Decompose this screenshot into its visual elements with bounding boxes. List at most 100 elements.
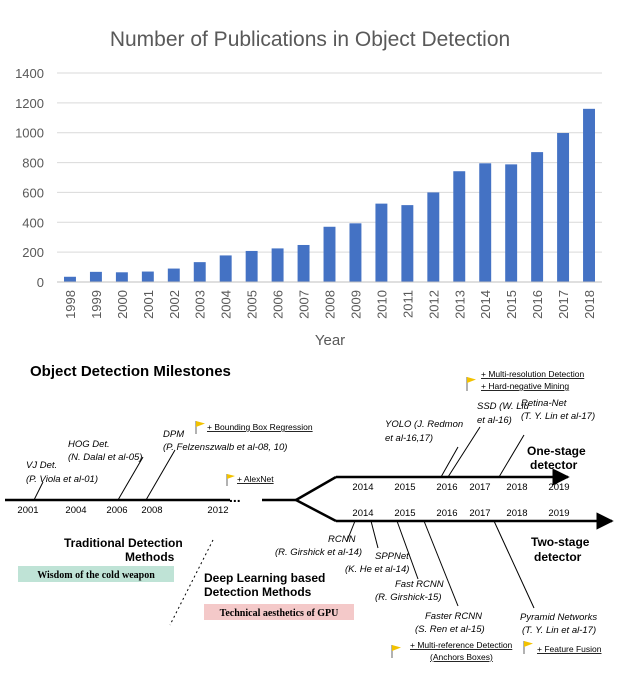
bar (219, 255, 232, 282)
note-anchor-boxes: (Anchors Boxes) (430, 652, 493, 662)
x-tick-label: 2009 (348, 290, 363, 319)
chart-title: Number of Publications in Object Detecti… (110, 28, 510, 51)
fpn-cite: (T. Y. Lin et al-17) (522, 625, 596, 636)
x-tick-label: 2005 (245, 290, 260, 319)
bar (349, 223, 362, 282)
two-stage-label-2: detector (534, 550, 582, 564)
timeline-year-label: 2001 (17, 505, 38, 516)
one-stage-year-label: 2018 (506, 482, 527, 493)
flag-icon (391, 645, 401, 658)
gpu-box-text: Technical aesthetics of GPU (220, 608, 339, 619)
flag-icon (523, 641, 533, 654)
one-stage-year-label: 2015 (394, 482, 415, 493)
rcnn-cite: (R. Girshick et al-14) (275, 547, 362, 558)
era-divider (169, 539, 214, 626)
method-pointer-lines (33, 426, 535, 609)
fpn-name: Pyramid Networks (520, 612, 597, 623)
y-tick-label: 1000 (15, 126, 44, 141)
x-tick-label: 2016 (530, 290, 545, 319)
bar (453, 171, 466, 282)
hog-det-name: HOG Det. (68, 439, 110, 450)
x-tick-label: 2002 (167, 290, 182, 319)
bar (401, 205, 414, 282)
deep-label-1: Deep Learning based (204, 571, 325, 585)
faster-rcnn-cite: (S. Ren et al-15) (415, 624, 485, 635)
y-tick-label: 400 (22, 215, 44, 230)
bar (167, 268, 180, 282)
one-stage-year-label: 2017 (469, 482, 490, 493)
x-tick-label: 2017 (556, 290, 571, 319)
bar (583, 108, 595, 282)
y-tick-label: 600 (22, 185, 44, 200)
note-multi-reference: + Multi-reference Detection (410, 640, 513, 650)
bar (375, 203, 388, 282)
two-stage-year-label: 2019 (548, 508, 569, 519)
x-axis-label: Year (315, 332, 345, 349)
chart-gridlines (57, 72, 602, 253)
bar (427, 192, 440, 282)
y-tick-label: 1200 (15, 96, 44, 111)
y-axis-tick-labels: 0 200 400 600 800 1000 1200 1400 (15, 66, 44, 290)
one-stage-year-labels: 2014 2015 2016 2017 2018 2019 (352, 482, 569, 493)
flag-icon (195, 421, 205, 434)
x-tick-label: 2008 (323, 290, 338, 319)
timeline-year-label: 2012 (207, 505, 228, 516)
dpm-name: DPM (163, 429, 184, 440)
milestones-title: Object Detection Milestones (30, 363, 231, 380)
traditional-year-labels: 2001 2004 2006 2008 2012 (17, 505, 228, 516)
two-stage-year-label: 2017 (469, 508, 490, 519)
bar (271, 248, 284, 282)
one-stage-year-label: 2016 (436, 482, 457, 493)
y-tick-label: 800 (22, 156, 44, 171)
bar (245, 250, 258, 282)
x-tick-label: 1999 (89, 290, 104, 319)
two-stage-year-label: 2015 (394, 508, 415, 519)
y-tick-label: 200 (22, 245, 44, 260)
x-axis-tick-labels: 1998 1999 2000 2001 2002 2003 2004 2005 2006 2007… (63, 290, 597, 319)
traditional-label-1: Traditional Detection (64, 536, 183, 550)
note-bounding-box-regression: + Bounding Box Regression (207, 422, 313, 432)
ssd-name: SSD (W. Liu (477, 401, 530, 412)
bar (479, 163, 492, 282)
dpm-cite: (P. Felzenszwalb et al-08, 10) (163, 442, 287, 453)
two-stage-label-1: Two-stage (531, 535, 590, 549)
one-stage-label-1: One-stage (527, 444, 586, 458)
hog-det-cite: (N. Dalal et al-05) (68, 452, 142, 463)
retina-name: Retina-Net (521, 398, 567, 409)
vj-det-cite: (P. Viola et al-01) (26, 474, 98, 485)
retina-cite: (T. Y. Lin et al-17) (521, 411, 595, 422)
one-stage-label-2: detector (530, 458, 578, 472)
yolo-name: YOLO (J. Redmon (385, 419, 463, 430)
bar (89, 271, 102, 282)
note-multi-resolution: + Multi-resolution Detection (481, 369, 585, 379)
timeline-year-label: 2004 (65, 505, 86, 516)
timeline-year-label: 2006 (106, 505, 127, 516)
traditional-label-2: Methods (125, 550, 175, 564)
x-tick-label: 2013 (452, 290, 467, 319)
two-stage-year-labels: 2014 2015 2016 2017 2018 2019 (352, 508, 569, 519)
bar (323, 226, 336, 282)
timeline-year-label: 2008 (141, 505, 162, 516)
timeline-ellipsis: ... (229, 489, 241, 505)
note-feature-fusion: + Feature Fusion (537, 644, 602, 654)
rcnn-name: RCNN (328, 534, 356, 545)
bar (193, 262, 206, 282)
sppnet-cite: (K. He et al-14) (345, 564, 409, 575)
x-tick-label: 2011 (400, 290, 415, 318)
ssd-cite: et al-16) (477, 415, 512, 426)
x-tick-label: 2007 (297, 290, 312, 319)
x-tick-label: 2003 (193, 290, 208, 319)
bar-series (64, 108, 595, 282)
bar (64, 276, 76, 282)
x-tick-label: 1998 (63, 290, 78, 319)
wisdom-box-text: Wisdom of the cold weapon (37, 570, 155, 581)
timeline-fork (295, 475, 337, 523)
deep-label-2: Detection Methods (204, 585, 312, 599)
bar (115, 272, 128, 282)
x-tick-label: 2018 (582, 290, 597, 319)
y-tick-label: 1400 (15, 66, 44, 81)
two-stage-year-label: 2014 (352, 508, 373, 519)
x-tick-label: 2006 (271, 290, 286, 319)
